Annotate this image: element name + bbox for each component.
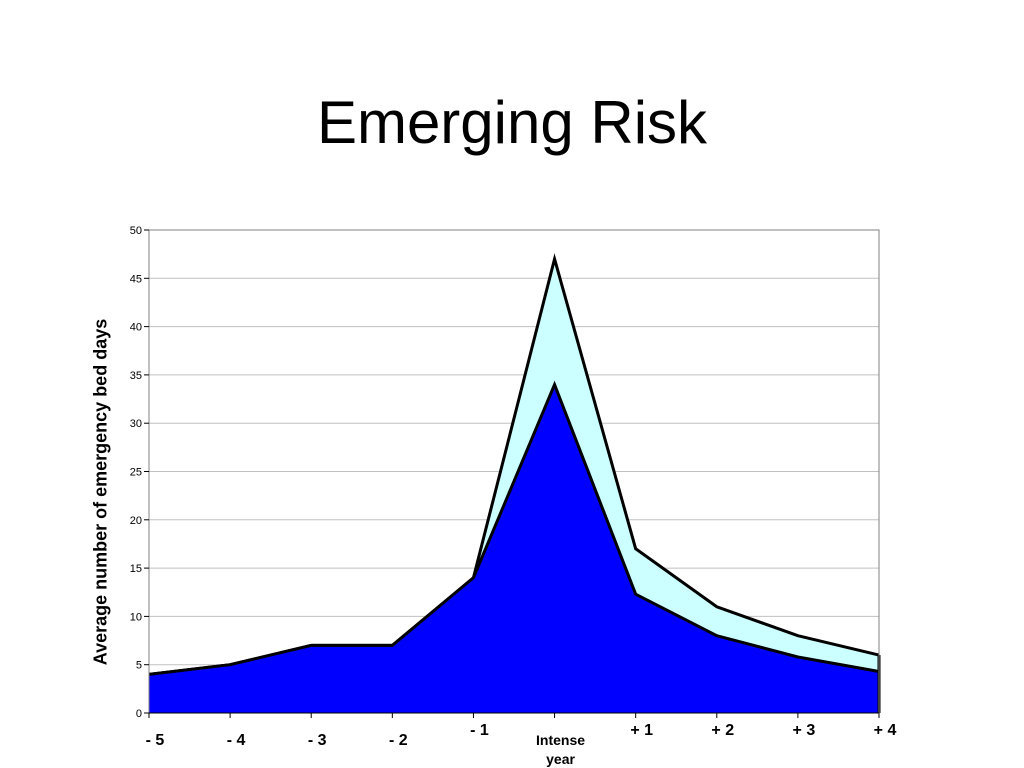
series-1-area: [149, 384, 879, 713]
y-tick-label: 20: [130, 515, 142, 527]
x-tick-label: - 4: [227, 732, 246, 749]
x-tick-label: + 1: [630, 722, 653, 739]
y-tick-label: 35: [130, 370, 142, 382]
x-tick-label: - 2: [389, 732, 408, 749]
x-tick-label: + 4: [874, 722, 897, 739]
y-tick-label: 5: [136, 660, 142, 672]
y-tick-label: 50: [130, 225, 142, 237]
x-tick-label: - 5: [146, 732, 165, 749]
y-tick-label: 30: [130, 418, 142, 430]
series-1-line: [148, 380, 880, 676]
y-tick-label: 0: [136, 708, 142, 720]
y-tick-label: 25: [130, 467, 142, 479]
y-tick-label: 10: [130, 611, 142, 623]
y-axis-ticks: 0 5 10 15 20 25 30 35 40 45 50: [130, 225, 149, 720]
y-tick-label: 40: [130, 322, 142, 334]
y-tick-label: 45: [130, 273, 142, 285]
x-tick-label: - 3: [308, 732, 327, 749]
x-tick-label: + 2: [711, 722, 734, 739]
y-axis-label: Average number of emergency bed days: [90, 318, 111, 666]
x-axis-ticks: - 5 - 4 - 3 - 2 - 1 Intense year + 1 + 2 + 3 + 4: [146, 713, 897, 767]
x-tick-label: Intense year: [536, 732, 585, 767]
slide-title: Emerging Risk: [316, 89, 708, 156]
y-tick-label: 15: [130, 563, 142, 575]
x-tick-label: - 1: [470, 722, 489, 739]
x-tick-label: + 3: [793, 722, 816, 739]
